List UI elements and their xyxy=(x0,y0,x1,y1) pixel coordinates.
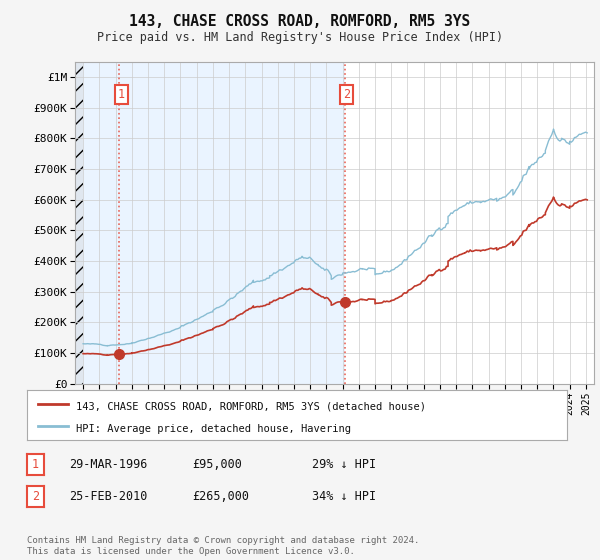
Text: Price paid vs. HM Land Registry's House Price Index (HPI): Price paid vs. HM Land Registry's House … xyxy=(97,31,503,44)
Text: 29% ↓ HPI: 29% ↓ HPI xyxy=(312,458,376,471)
Text: 34% ↓ HPI: 34% ↓ HPI xyxy=(312,489,376,503)
Text: 1: 1 xyxy=(32,458,39,471)
Bar xyxy=(75,62,345,384)
Text: HPI: Average price, detached house, Havering: HPI: Average price, detached house, Have… xyxy=(76,424,350,434)
Text: 143, CHASE CROSS ROAD, ROMFORD, RM5 3YS (detached house): 143, CHASE CROSS ROAD, ROMFORD, RM5 3YS … xyxy=(76,401,425,411)
Text: £265,000: £265,000 xyxy=(192,489,249,503)
Text: 2: 2 xyxy=(32,489,39,503)
Text: 1: 1 xyxy=(118,88,125,101)
Text: 29-MAR-1996: 29-MAR-1996 xyxy=(69,458,148,471)
Text: 2: 2 xyxy=(343,88,350,101)
Text: £95,000: £95,000 xyxy=(192,458,242,471)
Bar xyxy=(75,62,83,384)
Text: 25-FEB-2010: 25-FEB-2010 xyxy=(69,489,148,503)
Text: Contains HM Land Registry data © Crown copyright and database right 2024.
This d: Contains HM Land Registry data © Crown c… xyxy=(27,536,419,556)
Text: 143, CHASE CROSS ROAD, ROMFORD, RM5 3YS: 143, CHASE CROSS ROAD, ROMFORD, RM5 3YS xyxy=(130,14,470,29)
